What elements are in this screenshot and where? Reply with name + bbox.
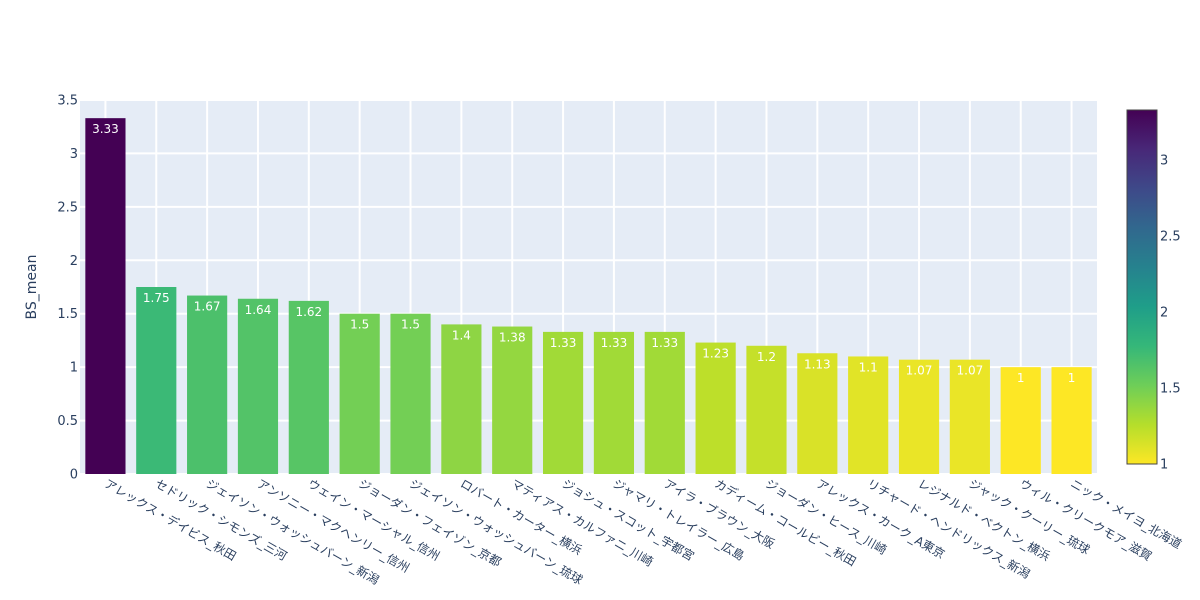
bar-data-label: 1.33 xyxy=(601,336,628,350)
bar[interactable] xyxy=(1051,367,1092,474)
bar-data-label: 1.2 xyxy=(757,350,776,364)
bar[interactable] xyxy=(441,324,482,474)
bar[interactable] xyxy=(848,356,889,474)
bar[interactable] xyxy=(187,295,228,474)
bar[interactable] xyxy=(339,313,380,474)
bar-data-label: 1.4 xyxy=(452,328,471,342)
bar[interactable] xyxy=(492,326,533,474)
plot-background xyxy=(80,100,1097,474)
bar-data-label: 1.07 xyxy=(957,364,984,378)
data-labels: 3.33 1.75 1.67 1.64 1.62 1.5 1.5 1.4 1.38 1.33 1.3… xyxy=(92,122,1075,385)
colorbar-ticks: 1 1.5 2 2.5 3 xyxy=(1160,154,1181,473)
bar-data-label: 1.5 xyxy=(401,318,420,332)
bar[interactable] xyxy=(695,342,736,474)
y-tick-label: 3.5 xyxy=(57,94,78,109)
colorbar-tick-label: 1.5 xyxy=(1160,382,1181,397)
bar[interactable] xyxy=(390,313,431,474)
bar-data-label: 1.5 xyxy=(350,318,369,332)
y-tick-label: 0.5 xyxy=(57,414,78,429)
y-tick-label: 0 xyxy=(70,468,78,483)
bar-data-label: 1.1 xyxy=(859,360,878,374)
bar[interactable] xyxy=(949,359,990,474)
bar-data-label: 1.67 xyxy=(194,300,221,314)
bar-data-label: 3.33 xyxy=(92,122,119,136)
y-axis-label: BS_mean xyxy=(24,255,40,320)
bar[interactable] xyxy=(746,345,787,474)
bar-data-label: 1.38 xyxy=(499,331,526,345)
y-axis-ticks: 0 0.5 1 1.5 2 2.5 3 3.5 xyxy=(57,94,78,483)
bar[interactable] xyxy=(85,118,126,474)
bar-data-label: 1.64 xyxy=(245,303,272,317)
bar-data-label: 1.33 xyxy=(651,336,678,350)
bar[interactable] xyxy=(898,359,940,474)
bar-data-label: 1.75 xyxy=(143,291,170,305)
bar[interactable] xyxy=(288,300,329,474)
bar-data-label: 1 xyxy=(1017,371,1025,385)
bar[interactable] xyxy=(542,331,584,474)
y-tick-label: 1.5 xyxy=(57,307,78,322)
bar-data-label: 1.33 xyxy=(550,336,577,350)
y-tick-label: 1 xyxy=(70,361,78,376)
bar[interactable] xyxy=(797,353,838,474)
bars xyxy=(85,118,1092,474)
colorbar xyxy=(1126,109,1158,465)
y-tick-label: 2 xyxy=(70,254,78,269)
bar-data-label: 1.23 xyxy=(702,347,729,361)
y-tick-label: 2.5 xyxy=(57,200,78,215)
x-axis-ticks: アレックス・デイビス_秋田セドリック・シモンズ_三河ジェイソン・ウォッシュバーン… xyxy=(102,476,1185,588)
bar-data-label: 1.13 xyxy=(804,357,831,371)
bar-data-label: 1.62 xyxy=(295,305,322,319)
bar-data-label: 1 xyxy=(1068,371,1076,385)
colorbar-tick-label: 3 xyxy=(1160,154,1168,169)
colorbar-tick-label: 2.5 xyxy=(1160,230,1181,245)
colorbar-tick-label: 2 xyxy=(1160,306,1168,321)
bar[interactable] xyxy=(136,287,177,474)
bar[interactable] xyxy=(593,331,635,474)
bar-data-label: 1.07 xyxy=(906,364,933,378)
bar[interactable] xyxy=(237,298,279,474)
colorbar-tick-label: 1 xyxy=(1160,458,1168,473)
bar[interactable] xyxy=(644,331,685,474)
bar[interactable] xyxy=(1000,367,1041,474)
y-tick-label: 3 xyxy=(70,147,78,162)
